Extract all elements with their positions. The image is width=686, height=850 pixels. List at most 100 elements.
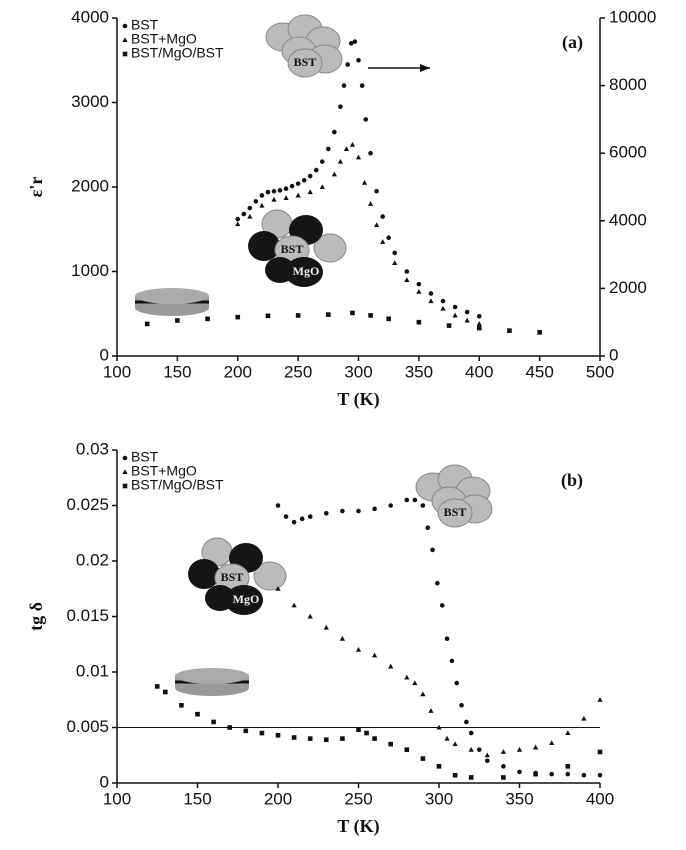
marker-circle: [404, 269, 410, 274]
icon-disk: [135, 288, 209, 304]
marker-circle: [341, 83, 347, 88]
marker-triangle: [331, 171, 337, 177]
marker-triangle: [307, 613, 313, 619]
marker-triangle: [388, 663, 394, 669]
marker-square: [597, 749, 603, 755]
marker-circle: [388, 503, 394, 508]
x-tick-label: 400: [586, 789, 614, 808]
y2-tick-label: 4000: [609, 210, 647, 229]
y-tick-label: 1000: [71, 261, 109, 280]
marker-square: [452, 772, 458, 778]
x-axis-label: T (K): [337, 816, 379, 837]
marker-triangle: [337, 158, 343, 164]
marker-triangle: [271, 196, 277, 202]
marker-triangle: [452, 312, 458, 318]
y-tick-label: 0.005: [66, 717, 109, 736]
marker-triangle: [420, 691, 426, 697]
marker-triangle: [444, 735, 450, 741]
x-tick-label: 100: [103, 789, 131, 808]
marker-circle: [380, 214, 385, 219]
y-tick-label: 0.02: [76, 550, 109, 569]
marker-square: [364, 730, 369, 736]
marker-triangle: [533, 744, 539, 750]
marker-circle: [386, 235, 391, 240]
marker-triangle: [436, 724, 442, 730]
marker-triangle: [291, 602, 297, 608]
icon-label: MgO: [233, 592, 260, 606]
marker-circle: [291, 519, 297, 525]
marker-square: [350, 310, 355, 316]
x-tick-label: 200: [224, 362, 252, 381]
marker-square: [416, 319, 422, 325]
marker-square: [372, 736, 377, 741]
marker-triangle: [380, 239, 386, 244]
x-tick-label: 350: [505, 789, 533, 808]
marker-square: [436, 764, 442, 769]
panel-label: (a): [562, 32, 583, 53]
marker-circle: [338, 104, 343, 110]
marker-square: [501, 775, 506, 780]
y-axis-label: ε'r: [26, 177, 46, 198]
marker-square: [340, 736, 345, 741]
marker-circle: [416, 281, 422, 287]
marker-triangle: [404, 674, 410, 680]
marker-triangle: [355, 154, 362, 160]
icon-label: BST: [444, 505, 467, 519]
marker-triangle: [275, 585, 281, 591]
marker-circle: [412, 497, 418, 503]
marker-circle: [299, 516, 305, 522]
marker-square: [507, 328, 512, 333]
y2-tick-label: 6000: [609, 143, 647, 162]
marker-triangle: [295, 192, 301, 198]
marker-triangle: [404, 277, 410, 282]
marker-square: [275, 732, 281, 738]
legend-label: BST: [131, 17, 159, 33]
x-tick-label: 450: [525, 362, 553, 381]
marker-triangle: [307, 189, 313, 195]
marker-triangle: [235, 221, 241, 227]
y2-tick-label: 0: [609, 345, 618, 364]
marker-circle: [352, 39, 358, 44]
x-tick-label: 500: [586, 362, 614, 381]
marker-square: [388, 741, 393, 747]
marker-square: [324, 737, 329, 743]
x-tick-label: 400: [465, 362, 493, 381]
y-axis-label: tg δ: [26, 602, 46, 631]
marker-circle: [476, 313, 482, 319]
marker-square: [211, 719, 216, 725]
marker-circle: [565, 771, 571, 777]
marker-circle: [348, 41, 354, 46]
marker-circle: [295, 181, 301, 186]
y-tick-label: 0.03: [76, 439, 109, 458]
marker-square: [227, 725, 232, 730]
y-tick-label: 0: [100, 345, 109, 364]
marker-circle: [313, 167, 319, 173]
marker-circle: [283, 186, 289, 191]
marker-square: [386, 316, 391, 322]
marker-circle: [283, 514, 289, 519]
marker-triangle: [319, 184, 325, 189]
y-tick-label: 0.015: [66, 606, 109, 625]
marker-triangle: [259, 202, 265, 208]
marker-square: [356, 727, 361, 733]
marker-circle: [476, 747, 482, 752]
marker-circle: [363, 117, 369, 122]
legend-label: BST/MgO/BST: [131, 477, 224, 493]
marker-circle: [439, 603, 445, 608]
marker-circle: [247, 205, 253, 211]
marker-circle: [454, 680, 460, 686]
marker-circle: [368, 150, 373, 156]
x-tick-label: 250: [344, 789, 372, 808]
icon-grain: [225, 585, 263, 615]
icon-grain: [205, 585, 235, 611]
x-axis-label: T (K): [337, 389, 379, 410]
marker-circle: [356, 508, 361, 514]
marker-triangle: [484, 752, 490, 758]
marker-triangle: [412, 680, 418, 686]
x-tick-label: 100: [103, 362, 131, 381]
marker-circle: [464, 309, 470, 315]
legend-marker: [122, 469, 128, 474]
marker-circle: [345, 62, 350, 67]
legend-marker: [122, 483, 128, 489]
